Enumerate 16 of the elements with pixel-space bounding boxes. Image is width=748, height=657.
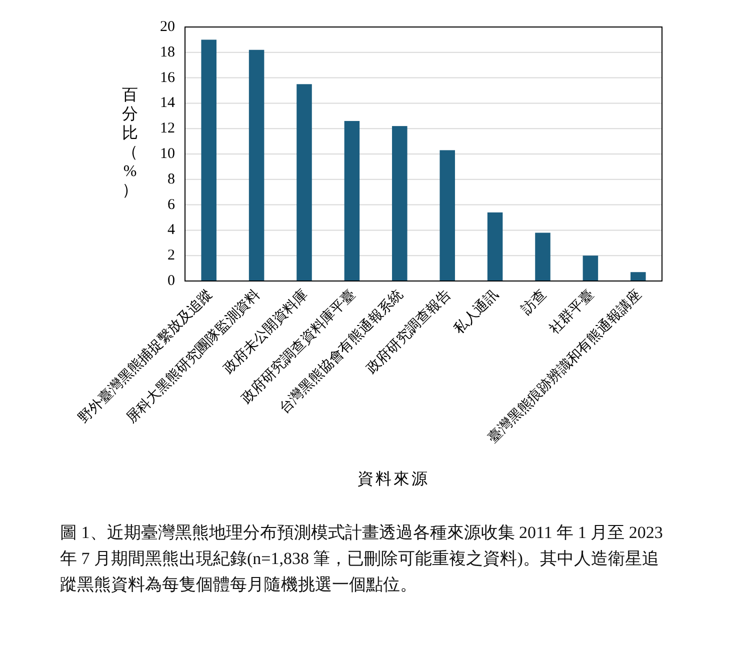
y-axis-title: 百分比（%）	[122, 87, 138, 199]
y-tick-label: 20	[160, 19, 175, 35]
y-tick-label: 0	[168, 273, 175, 289]
y-tick-label: 18	[160, 44, 175, 60]
y-tick-label: 6	[168, 196, 176, 213]
y-tick-label: 14	[160, 95, 176, 112]
y-tick-label: 2	[168, 248, 175, 264]
x-axis-title: 資料來源	[358, 470, 430, 488]
y-tick-label: 8	[168, 171, 175, 188]
x-tick-label: 訪查	[518, 286, 550, 318]
caption: 圖 1、近期臺灣黑熊地理分布預測模式計畫透過各種來源收集 2011 年 1 月至 2023 年 7 月期間黑熊出現紀錄(n=1,838 筆，已刪除可能重複之資料)。其中人造衛星追蹤黑熊資料為每隻個體每月隨機挑選一個點位。	[60, 522, 664, 596]
y-tick-label: 16	[160, 70, 176, 86]
y-tick-label: 4	[168, 222, 176, 238]
y-tick-label: 12	[160, 120, 175, 137]
y-tick-label: 10	[160, 146, 175, 162]
x-tick-label: 私人通訊	[450, 286, 502, 338]
